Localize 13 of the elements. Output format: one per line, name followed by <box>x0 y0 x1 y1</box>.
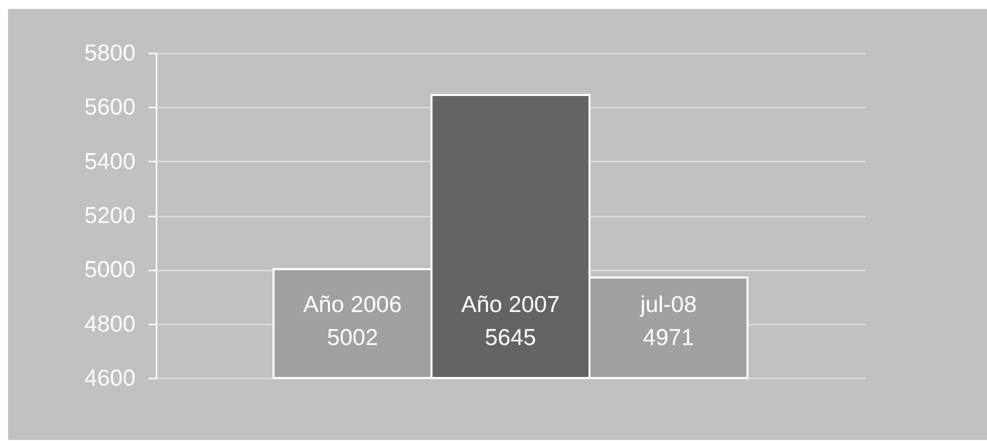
y-tick-label: 4600 <box>84 364 136 390</box>
y-tick-label: 5800 <box>84 40 136 66</box>
y-tick-label: 4800 <box>84 310 136 336</box>
data-label: 5645 <box>484 324 536 350</box>
data-label: 4971 <box>642 324 694 350</box>
y-tick-label: 5200 <box>84 202 136 228</box>
data-label: 5002 <box>326 324 378 350</box>
x-tick-label: jul-08 <box>639 291 697 317</box>
y-tick-label: 5600 <box>84 94 136 120</box>
y-tick-label: 5400 <box>84 148 136 174</box>
y-tick-label: 5000 <box>84 256 136 282</box>
x-tick-label: Año 2007 <box>461 291 560 317</box>
x-tick-label: Año 2006 <box>303 291 402 317</box>
